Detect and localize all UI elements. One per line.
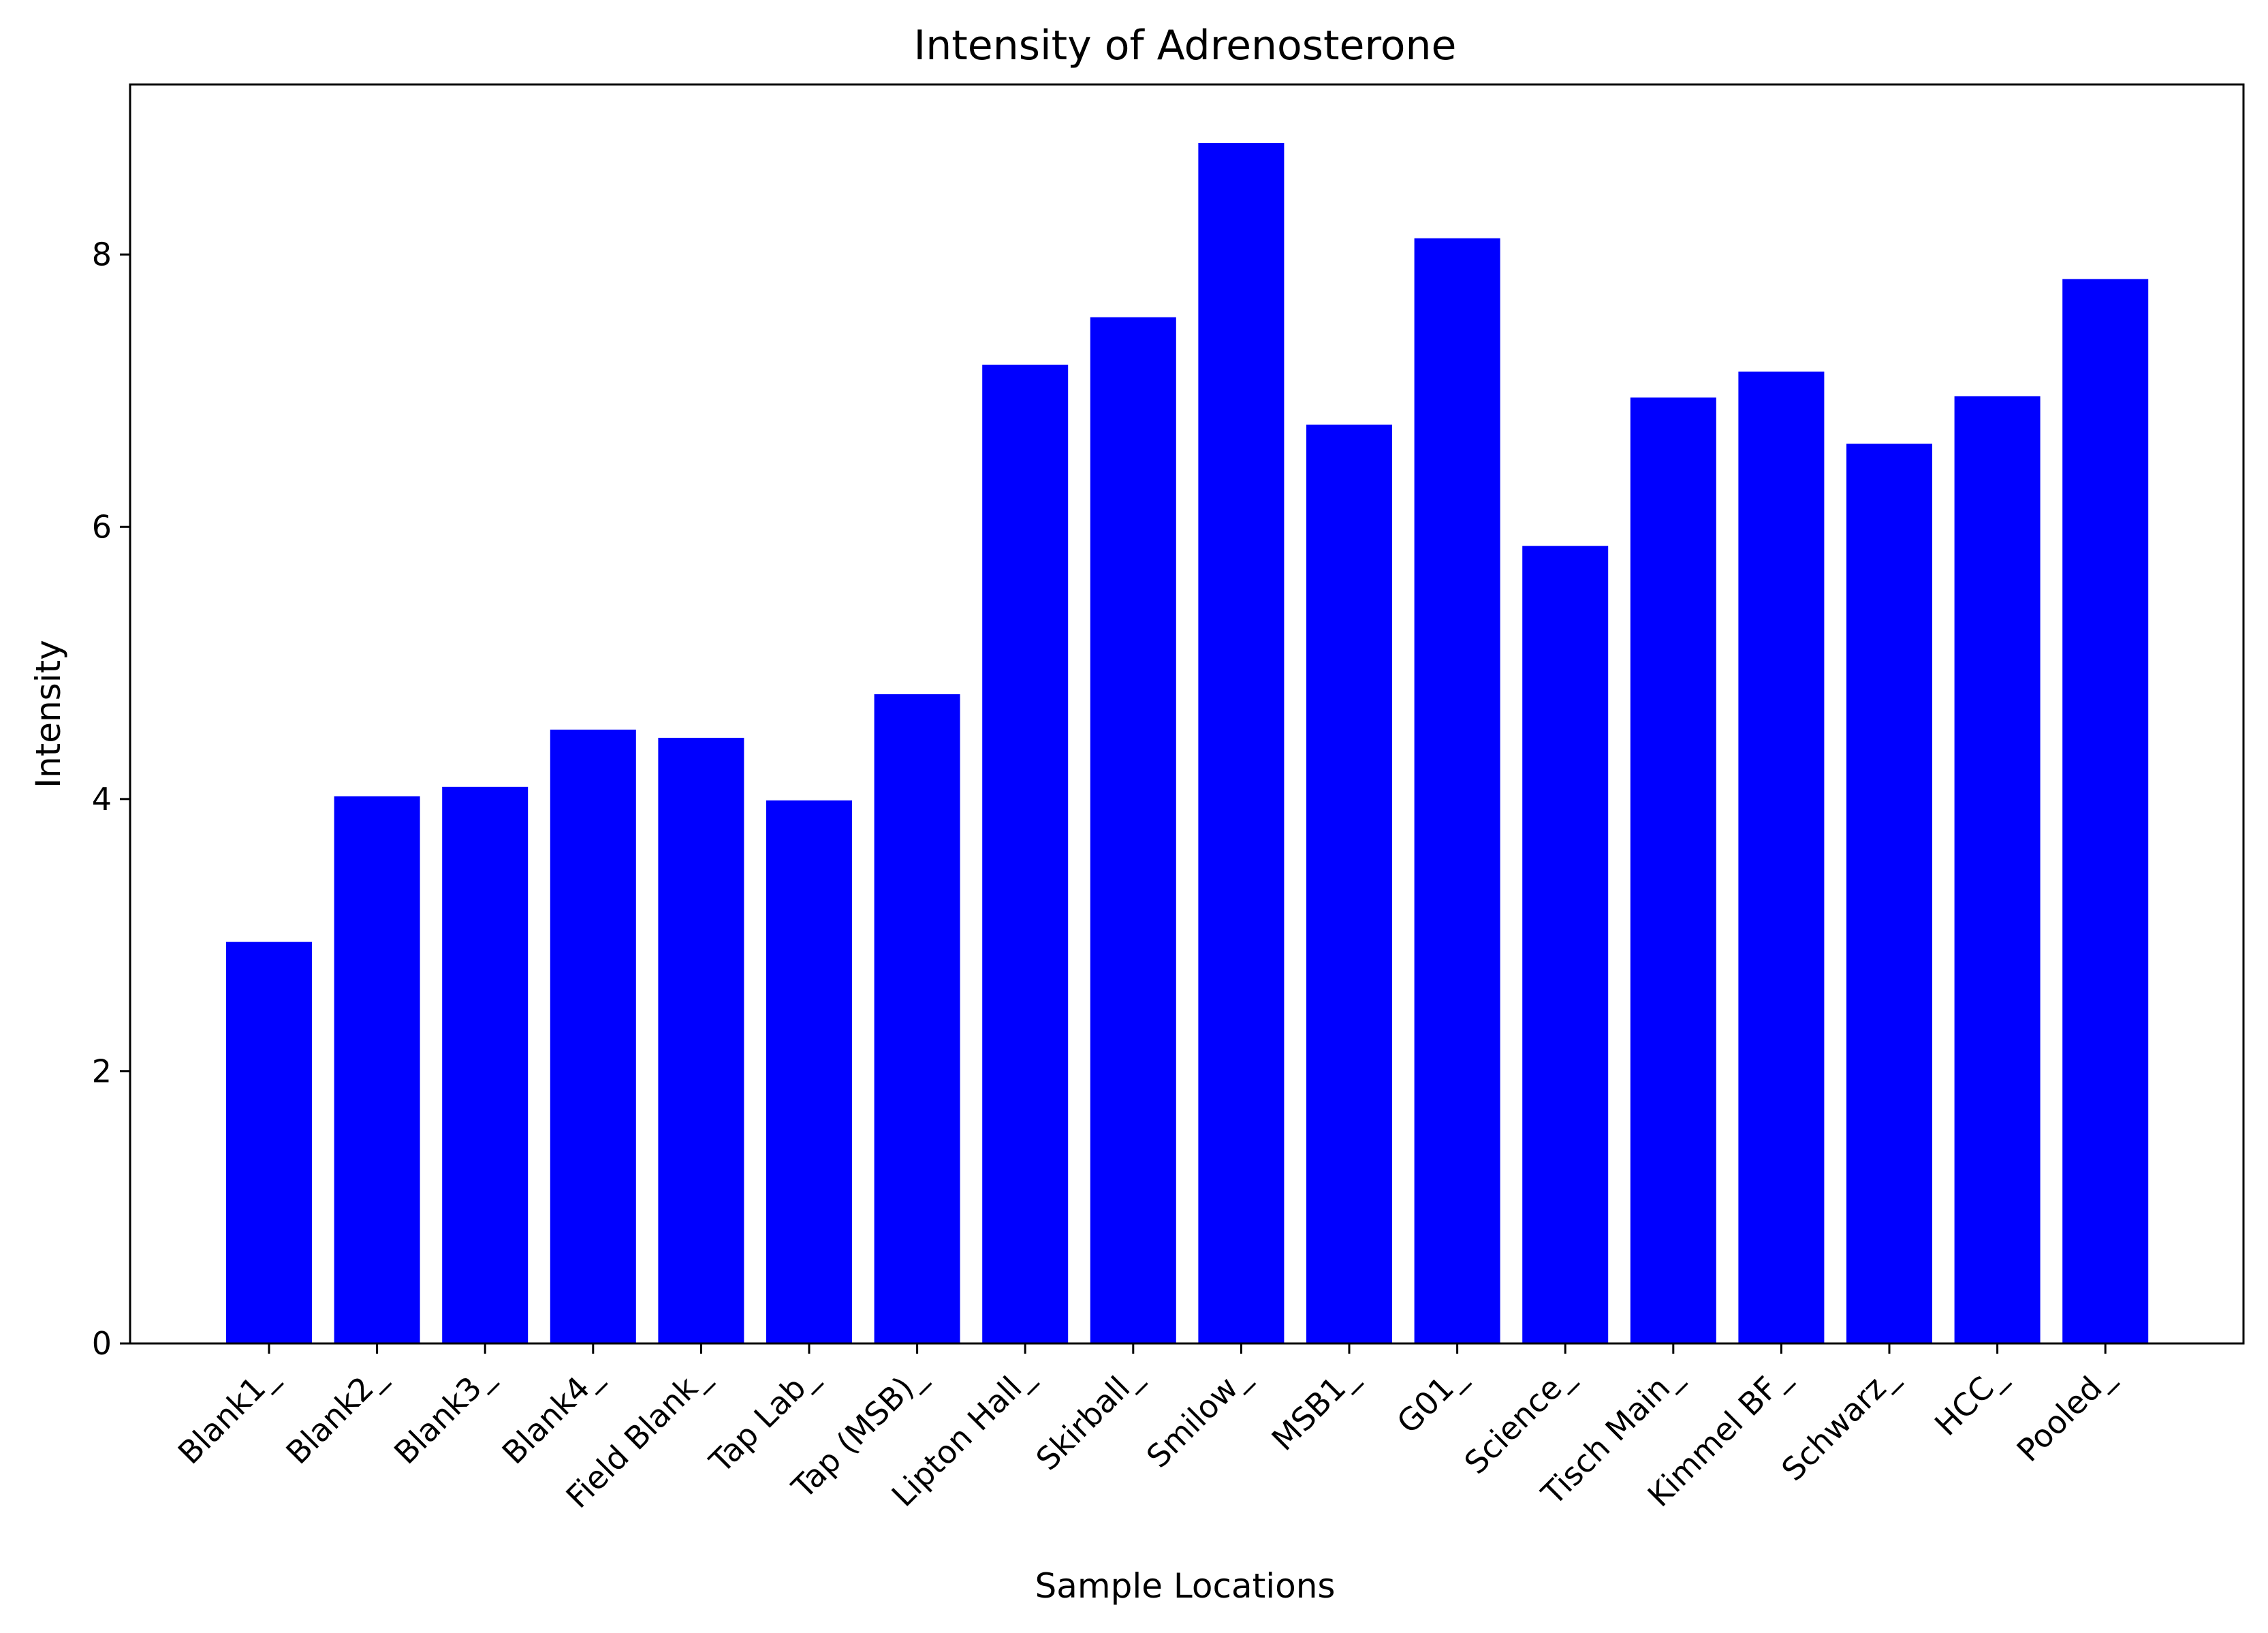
bar-11 [1414,238,1500,1344]
bar-1 [334,796,420,1343]
chart-title: Intensity of Adrenosterone [914,22,1457,69]
y-axis: 0 2 4 6 8 [92,236,130,1362]
bar-10 [1306,424,1392,1343]
plot-frame [129,83,2245,1345]
bar-6 [874,694,960,1343]
bar-2 [442,786,529,1343]
bar-7 [982,364,1069,1343]
bar-16 [1954,396,2041,1343]
y-tick-label-2: 4 [92,781,112,818]
y-tick-label-1: 2 [92,1053,112,1089]
bar-13 [1630,397,1716,1343]
bar-17 [2062,279,2149,1343]
y-tick-label-3: 6 [92,508,112,545]
bar-0 [226,942,312,1343]
bar-15 [1846,444,1932,1343]
bar-3 [550,729,636,1343]
bar-5 [766,800,852,1343]
bar-14 [1738,371,1825,1344]
bars-group [226,142,2149,1344]
bar-8 [1090,317,1176,1344]
bar-12 [1522,546,1609,1343]
x-axis-label: Sample Locations [1035,1566,1336,1606]
y-axis-label: Intensity [29,640,68,788]
bar-4 [658,737,744,1343]
y-tick-label-0: 0 [92,1325,112,1362]
y-tick-label-4: 8 [92,236,112,273]
bar-9 [1198,142,1285,1344]
